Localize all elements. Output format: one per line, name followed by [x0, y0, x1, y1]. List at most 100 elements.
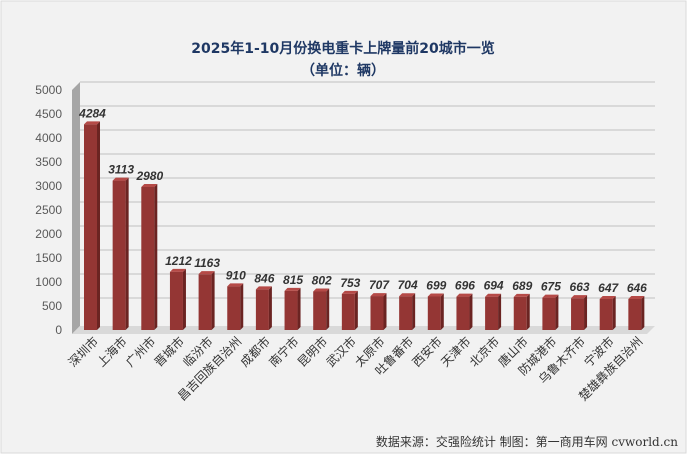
bar-side: [125, 177, 129, 330]
bar-top: [370, 293, 387, 297]
bar-side: [383, 293, 387, 330]
bar-front: [255, 289, 269, 330]
bar-side: [326, 288, 330, 330]
bar-front: [571, 298, 585, 330]
bar-top: [628, 295, 645, 299]
bar-front: [399, 296, 413, 330]
y-tick-label: 4000: [35, 131, 62, 145]
bar-side: [584, 295, 588, 330]
bar: [227, 283, 244, 330]
bar-front: [198, 274, 212, 330]
data-label: 663: [570, 280, 590, 294]
data-label: 707: [369, 278, 390, 292]
source-note: 数据来源：交强险统计 制图：第一商用车网 cvworld.cn: [376, 434, 678, 449]
bar-front: [313, 291, 327, 330]
bar-top: [198, 271, 215, 275]
y-tick-label: 1000: [35, 275, 62, 289]
bar-side: [612, 295, 616, 330]
bar-side: [297, 287, 301, 330]
bar: [599, 295, 616, 330]
y-tick-label: 1500: [35, 251, 62, 265]
bar-top: [427, 293, 444, 297]
bar-top: [571, 295, 588, 299]
bar-side: [641, 295, 645, 330]
bar: [313, 288, 330, 330]
bar-front: [427, 296, 441, 330]
bar-top: [284, 287, 301, 291]
data-label: 3113: [108, 163, 134, 177]
bar-top: [341, 290, 358, 294]
bar-side: [412, 293, 416, 330]
data-label: 696: [455, 279, 475, 293]
chart-title: 2025年1-10月份换电重卡上牌量前20城市一览: [191, 40, 494, 57]
bar-top: [255, 286, 272, 290]
bar-front: [456, 296, 470, 330]
bar-top: [599, 295, 616, 299]
bar-front: [141, 186, 155, 330]
data-label: 4284: [78, 106, 106, 120]
bar-top: [141, 183, 158, 187]
bar: [456, 293, 473, 330]
bar-side: [240, 283, 244, 330]
bar-top: [399, 293, 416, 297]
bar-top: [542, 294, 559, 298]
y-tick-label: 0: [55, 323, 62, 337]
bar: [370, 293, 387, 330]
bar: [399, 293, 416, 330]
bar-top: [227, 283, 244, 287]
data-label: 910: [226, 268, 246, 282]
bar-side: [97, 121, 100, 330]
y-tick-label: 2500: [35, 203, 62, 217]
bar-top: [112, 177, 129, 181]
bar-top: [513, 293, 530, 297]
y-axis-wall: [72, 82, 80, 334]
bar: [169, 268, 186, 330]
bar-front: [599, 298, 613, 330]
y-tick-label: 500: [42, 299, 62, 313]
bar: [198, 271, 215, 330]
bar: [112, 177, 129, 330]
bar: [341, 290, 358, 330]
bar: [284, 287, 301, 330]
bar-side: [555, 294, 559, 330]
bar-front: [485, 296, 499, 330]
bar: [542, 294, 559, 330]
bar-side: [154, 183, 158, 330]
data-label: 815: [283, 273, 303, 287]
floor: [72, 326, 655, 334]
bar: [485, 293, 502, 330]
bar-side: [440, 293, 444, 330]
chart-subtitle: （单位：辆）: [301, 62, 385, 79]
data-label: 675: [541, 280, 561, 294]
bar-top: [84, 121, 100, 125]
bar-front: [112, 180, 126, 330]
bar: [255, 286, 272, 330]
bar-side: [498, 293, 502, 330]
bar-top: [313, 288, 330, 292]
data-label: 646: [627, 281, 647, 295]
bar-side: [526, 293, 530, 330]
bar-front: [284, 290, 298, 330]
data-label: 647: [598, 281, 619, 295]
y-tick-label: 3500: [35, 155, 62, 169]
bar-top: [169, 268, 186, 272]
bar: [571, 295, 588, 330]
y-tick-label: 2000: [35, 227, 62, 241]
bar: [84, 121, 100, 330]
data-label: 2980: [135, 169, 163, 183]
bar: [427, 293, 444, 330]
data-label: 1212: [165, 254, 192, 268]
bar-side: [182, 268, 186, 330]
bar: [628, 295, 645, 330]
bar-front: [169, 271, 183, 330]
bar: [141, 183, 158, 330]
data-label: 1163: [194, 256, 220, 270]
y-tick-label: 4500: [35, 107, 62, 121]
bar-side: [268, 286, 272, 330]
data-label: 699: [426, 278, 446, 292]
bar-side: [469, 293, 473, 330]
bar-front: [341, 293, 355, 330]
data-label: 753: [340, 276, 360, 290]
bar-front: [542, 297, 556, 330]
